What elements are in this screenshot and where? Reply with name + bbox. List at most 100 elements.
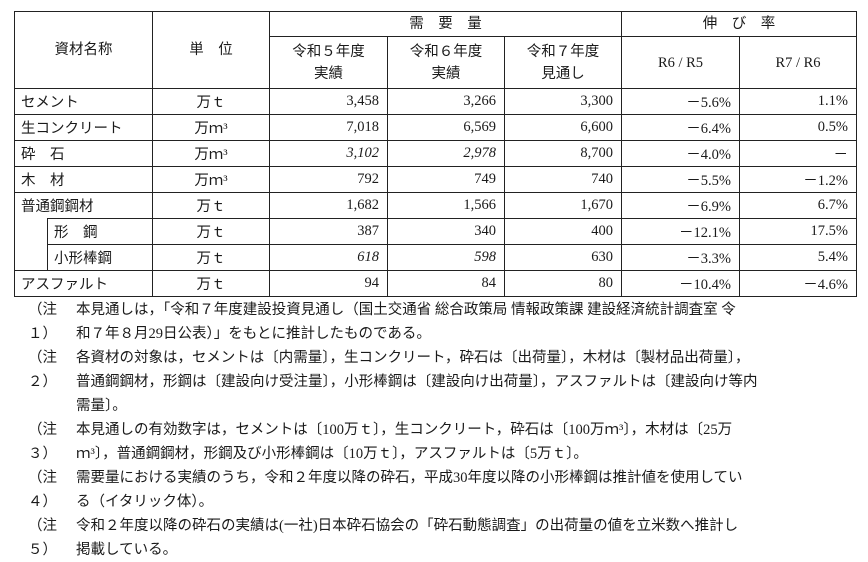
material-name: 生コンクリート [14,114,153,141]
table-row: 小形棒鋼 万ｔ 618 598 630 －3.3% 5.4% [14,244,857,271]
r6-actual: 2,978 [387,140,505,167]
r5-actual: 792 [269,166,388,193]
unit: 万ｔ [152,270,270,297]
growth-r6-r5: －6.9% [621,192,740,219]
header-r5-line2: 実績 [314,65,343,82]
table-row: 普通鋼鋼材 万ｔ 1,682 1,566 1,670 －6.9% 6.7% [14,192,857,219]
growth-r6-r5: －5.5% [621,166,740,193]
growth-r7-r6: －4.6% [739,270,857,297]
material-name: 小形棒鋼 [47,244,153,271]
unit: 万ｔ [152,192,270,219]
material-name: 形 鋼 [47,218,153,245]
r6-actual: 3,266 [387,88,505,115]
unit: 万ｍ³ [152,140,270,167]
growth-r7-r6: 1.1% [739,88,857,115]
header-ratio-r7-r6: R7 / R6 [739,36,857,89]
material-name: 砕 石 [14,140,153,167]
note-body: 本見通しの有効数字は，セメントは〔100万ｔ〕，生コンクリート，砕石は〔100万… [76,418,732,466]
growth-r6-r5: －3.3% [621,244,740,271]
note-label: （注４） [28,470,57,510]
unit: 万ｍ³ [152,114,270,141]
unit: 万ｔ [152,218,270,245]
header-r7-line1: 令和７年度 [526,43,600,60]
note-label: （注５） [28,518,57,558]
header-r6: 令和６年度実績 [387,36,505,89]
note-line: 普通鋼鋼材，形鋼は〔建設向け受注量〕，小形棒鋼は〔建設向け出荷量〕，アスファルト… [76,374,758,390]
header-unit: 単 位 [152,11,270,89]
growth-r7-r6: 0.5% [739,114,857,141]
note-item: （注４） 需要量における実績のうち，令和２年度以降の砕石，平成30年度以降の小形棒… [28,466,858,514]
material-name: 木 材 [14,166,153,193]
r6-actual: 749 [387,166,505,193]
unit: 万ｍ³ [152,166,270,193]
r6-actual: 84 [387,270,505,297]
note-line: 本見通しの有効数字は，セメントは〔100万ｔ〕，生コンクリート，砕石は〔100万… [76,422,733,438]
r7-forecast: 8,700 [504,140,622,167]
table-row: 木 材万ｍ³ 792 749 740 －5.5% －1.2% [14,166,857,193]
r6-actual: 340 [387,218,505,245]
r6-actual: 1,566 [387,192,505,219]
growth-r7-r6: 5.4% [739,244,857,271]
header-r6-line1: 令和６年度 [409,43,483,60]
growth-r6-r5: －12.1% [621,218,740,245]
note-body: 各資材の対象は，セメントは〔内需量〕，生コンクリート，砕石は〔出荷量〕，木材は〔… [76,346,758,418]
note-line: る（イタリック体）。 [76,494,214,510]
header-r6-line2: 実績 [431,65,461,82]
material-name: アスファルト [14,270,153,297]
note-line: 令和２年度以降の砕石の実績は(一社)日本砕石協会の「砕石動態調査」の出荷量の値を… [76,518,739,534]
note-label: （注２） [28,350,57,390]
note-label: （注３） [28,422,57,462]
indent-cell [14,218,48,245]
note-item: （注１） 本見通しは，「令和７年度建設投資見通し（国土交通省 総合政策局 情報政策… [28,298,858,346]
r7-forecast: 400 [504,218,622,245]
header-growth: 伸 び 率 [621,11,857,37]
note-line: 各資材の対象は，セメントは〔内需量〕，生コンクリート，砕石は〔出荷量〕，木材は〔… [76,350,750,366]
r5-actual: 3,102 [269,140,388,167]
header-demand: 需 要 量 [269,11,622,37]
header-material-name: 資材名称 [14,11,153,89]
notes: （注１） 本見通しは，「令和７年度建設投資見通し（国土交通省 総合政策局 情報政策… [28,298,858,562]
material-name: セメント [14,88,153,115]
growth-r6-r5: －4.0% [621,140,740,167]
r7-forecast: 1,670 [504,192,622,219]
growth-r6-r5: －10.4% [621,270,740,297]
r5-actual: 94 [269,270,388,297]
table-row: 形 鋼万ｔ 387 340 400 －12.1% 17.5% [14,218,857,245]
note-line: ｍ³〕，普通鋼鋼材，形鋼及び小形棒鋼は〔10万ｔ〕，アスファルトは〔5万ｔ〕。 [76,446,588,462]
table-row: アスファルト 万ｔ 94 84 80 －10.4% －4.6% [14,270,857,297]
header-ratio-r6-r5: R6 / R5 [621,36,740,89]
note-item: （注３） 本見通しの有効数字は，セメントは〔100万ｔ〕，生コンクリート，砕石は〔… [28,418,858,466]
note-line: 和７年８月29日公表）」をもとに推計したものである。 [76,326,431,342]
table-row: 生コンクリート 万ｍ³ 7,018 6,569 6,600 －6.4% 0.5% [14,114,857,141]
note-label: （注１） [28,302,57,342]
note-body: 令和２年度以降の砕石の実績は(一社)日本砕石協会の「砕石動態調査」の出荷量の値を… [76,514,738,562]
unit: 万ｔ [152,88,270,115]
table-row: セメント 万ｔ 3,458 3,266 3,300 －5.6% 1.1% [14,88,857,115]
material-name: 普通鋼鋼材 [14,192,153,219]
header-r5: 令和５年度 実績 [269,36,388,89]
note-line: 本見通しは，「令和７年度建設投資見通し（国土交通省 総合政策局 情報政策課 建設… [76,302,736,318]
r7-forecast: 630 [504,244,622,271]
growth-r7-r6: － [739,140,857,167]
note-line: 需要量における実績のうち，令和２年度以降の砕石，平成30年度以降の小形棒鋼は推計… [76,470,743,486]
note-body: 本見通しは，「令和７年度建設投資見通し（国土交通省 総合政策局 情報政策課 建設… [76,298,736,346]
note-line: 需量〕。 [76,398,127,414]
r5-actual: 618 [269,244,388,271]
note-line: 掲載している。 [76,542,178,558]
note-body: 需要量における実績のうち，令和２年度以降の砕石，平成30年度以降の小形棒鋼は推計… [76,466,743,514]
r6-actual: 6,569 [387,114,505,141]
header-r7: 令和７年度 見通し [504,36,622,89]
r6-actual: 598 [387,244,505,271]
r5-actual: 1,682 [269,192,388,219]
r5-actual: 3,458 [269,88,388,115]
r5-actual: 7,018 [269,114,388,141]
materials-demand-table: 資材名称 単 位 需 要 量 伸 び 率 令和５年度 実績 令和６年度実績 令和７… [14,11,857,297]
growth-r7-r6: －1.2% [739,166,857,193]
r7-forecast: 3,300 [504,88,622,115]
growth-r6-r5: －5.6% [621,88,740,115]
unit: 万ｔ [152,244,270,271]
note-item: （注５） 令和２年度以降の砕石の実績は(一社)日本砕石協会の「砕石動態調査」の出荷… [28,514,858,562]
r7-forecast: 6,600 [504,114,622,141]
r7-forecast: 80 [504,270,622,297]
growth-r7-r6: 6.7% [739,192,857,219]
